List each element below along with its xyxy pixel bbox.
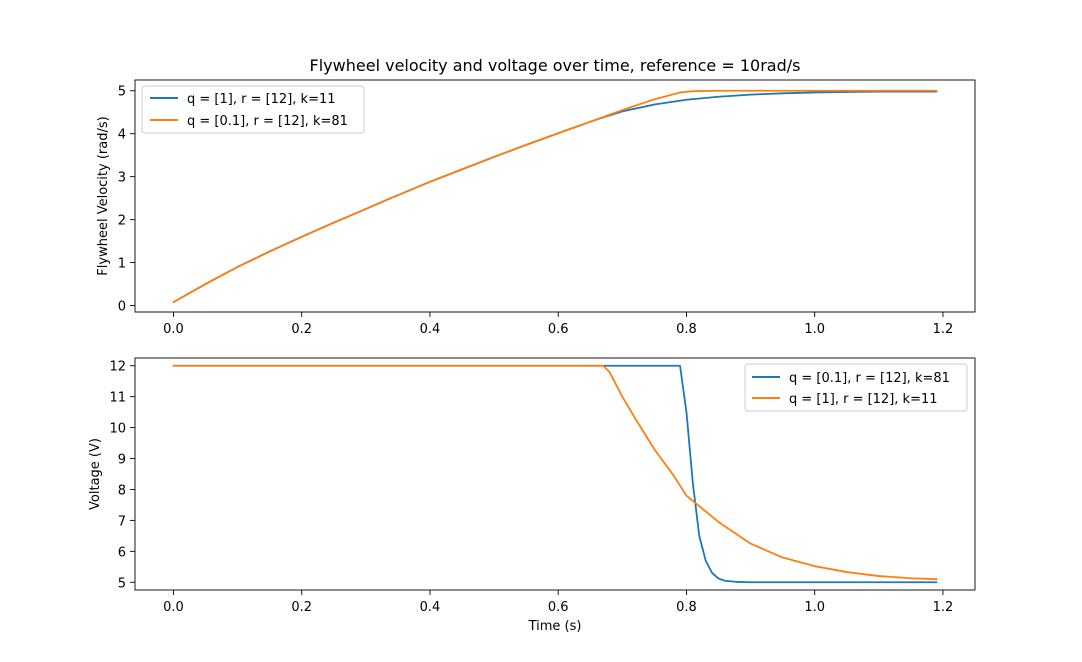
voltage-legend: q = [0.1], r = [12], k=81 q = [1], r = [… — [744, 363, 968, 412]
velocity-series-line-2 — [172, 89, 938, 304]
voltage-y-tick-label: 5 — [118, 576, 126, 591]
voltage-y-tick-label: 11 — [109, 391, 126, 406]
velocity-legend-label-2: q = [0.1], r = [12], k=81 — [187, 114, 348, 129]
voltage-x-tick-label: 0.8 — [676, 600, 697, 615]
velocity-axes-frame — [134, 79, 976, 313]
voltage-series-line-1 — [172, 364, 938, 584]
velocity-y-tick-label: 3 — [118, 171, 126, 186]
voltage-x-tick-label: 0.4 — [420, 600, 441, 615]
voltage-legend-label-2: q = [1], r = [12], k=11 — [789, 392, 938, 407]
voltage-y-tick-label: 12 — [109, 360, 126, 375]
voltage-series-line-2 — [172, 364, 938, 581]
velocity-y-tick-label: 0 — [118, 300, 126, 315]
velocity-ticks: 0.0 0.2 0.4 0.6 0.8 1.0 1.2 0 1 2 3 4 5 — [118, 85, 954, 337]
velocity-chart: Flywheel velocity and voltage over time,… — [96, 56, 976, 337]
voltage-legend-box — [744, 363, 968, 412]
velocity-x-tick-label: 0.8 — [676, 322, 697, 337]
velocity-legend: q = [1], r = [12], k=11 q = [0.1], r = [… — [141, 85, 365, 134]
velocity-y-tick-label: 2 — [118, 214, 126, 229]
velocity-x-tick-label: 1.2 — [933, 322, 954, 337]
voltage-y-tick-label: 10 — [109, 422, 126, 437]
velocity-legend-label-1: q = [1], r = [12], k=11 — [187, 92, 336, 107]
voltage-axes-frame — [134, 357, 976, 591]
voltage-x-tick-label: 0.6 — [548, 600, 569, 615]
velocity-legend-box — [141, 85, 365, 134]
velocity-y-tick-label: 1 — [118, 257, 126, 272]
voltage-chart: 0.0 0.2 0.4 0.6 0.8 1.0 1.2 5 6 7 8 9 10 11 12 Voltage… — [88, 357, 976, 634]
voltage-x-tick-label: 1.0 — [804, 600, 825, 615]
voltage-y-axis-label: Voltage (V) — [88, 438, 103, 510]
velocity-y-axis-label: Flywheel Velocity (rad/s) — [96, 116, 111, 275]
velocity-x-tick-label: 0.2 — [291, 322, 312, 337]
voltage-y-tick-label: 6 — [118, 545, 126, 560]
chart-title: Flywheel velocity and voltage over time,… — [310, 56, 801, 75]
velocity-x-tick-label: 1.0 — [804, 322, 825, 337]
voltage-y-tick-label: 8 — [118, 483, 126, 498]
voltage-y-tick-label: 9 — [118, 453, 126, 468]
voltage-ticks: 0.0 0.2 0.4 0.6 0.8 1.0 1.2 5 6 7 8 9 10 11 12 — [109, 360, 953, 615]
velocity-x-tick-label: 0.4 — [420, 322, 441, 337]
velocity-y-tick-label: 5 — [118, 85, 126, 100]
velocity-y-tick-label: 4 — [118, 128, 126, 143]
voltage-x-tick-label: 0.2 — [291, 600, 312, 615]
velocity-x-tick-label: 0.6 — [548, 322, 569, 337]
voltage-x-tick-label: 0.0 — [163, 600, 184, 615]
voltage-lines — [172, 364, 938, 584]
velocity-x-tick-label: 0.0 — [163, 322, 184, 337]
voltage-legend-label-1: q = [0.1], r = [12], k=81 — [789, 371, 950, 386]
velocity-lines — [172, 89, 938, 304]
voltage-x-tick-label: 1.2 — [933, 600, 954, 615]
voltage-y-tick-label: 7 — [118, 514, 126, 529]
x-axis-label: Time (s) — [528, 619, 582, 634]
